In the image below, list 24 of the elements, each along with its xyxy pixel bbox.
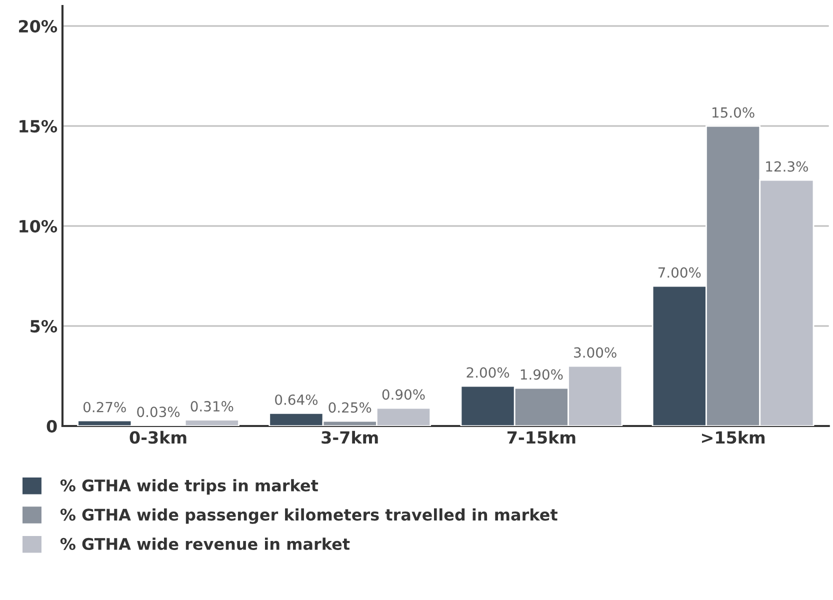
data-label: 1.90% xyxy=(520,369,563,380)
data-label: 0.27% xyxy=(83,402,126,412)
y-tick-label: 5% xyxy=(30,320,58,333)
data-label: 2.00% xyxy=(466,367,510,378)
y-tick-label: 10% xyxy=(20,220,58,233)
data-label: 0.03% xyxy=(137,406,180,418)
data-label: 0.31% xyxy=(190,401,234,412)
x-tick-label: 0-3km xyxy=(130,430,186,444)
legend-label: % GTHA wide trips in market xyxy=(60,479,318,495)
data-label: 15.0% xyxy=(712,107,754,118)
data-label: 0.64% xyxy=(275,394,318,405)
data-label: 7.00% xyxy=(658,267,701,278)
y-tick-label: 0 xyxy=(46,420,57,433)
y-tick-label: 20% xyxy=(19,20,58,33)
data-label: 3.00% xyxy=(574,347,616,358)
x-tick-label: >15km xyxy=(702,430,765,444)
x-tick-label: 3-7km xyxy=(322,430,378,444)
data-label: 0.90% xyxy=(382,389,425,400)
y-tick-label: 15% xyxy=(20,120,58,133)
legend-label: % GTHA wide passenger kilometers travelled in market xyxy=(60,508,558,524)
data-label: 12.3% xyxy=(766,161,808,172)
legend-label: % GTHA wide revenue in market xyxy=(60,538,350,550)
data-label: 0.25% xyxy=(328,402,372,413)
x-tick-label: 7-15km xyxy=(507,430,576,444)
